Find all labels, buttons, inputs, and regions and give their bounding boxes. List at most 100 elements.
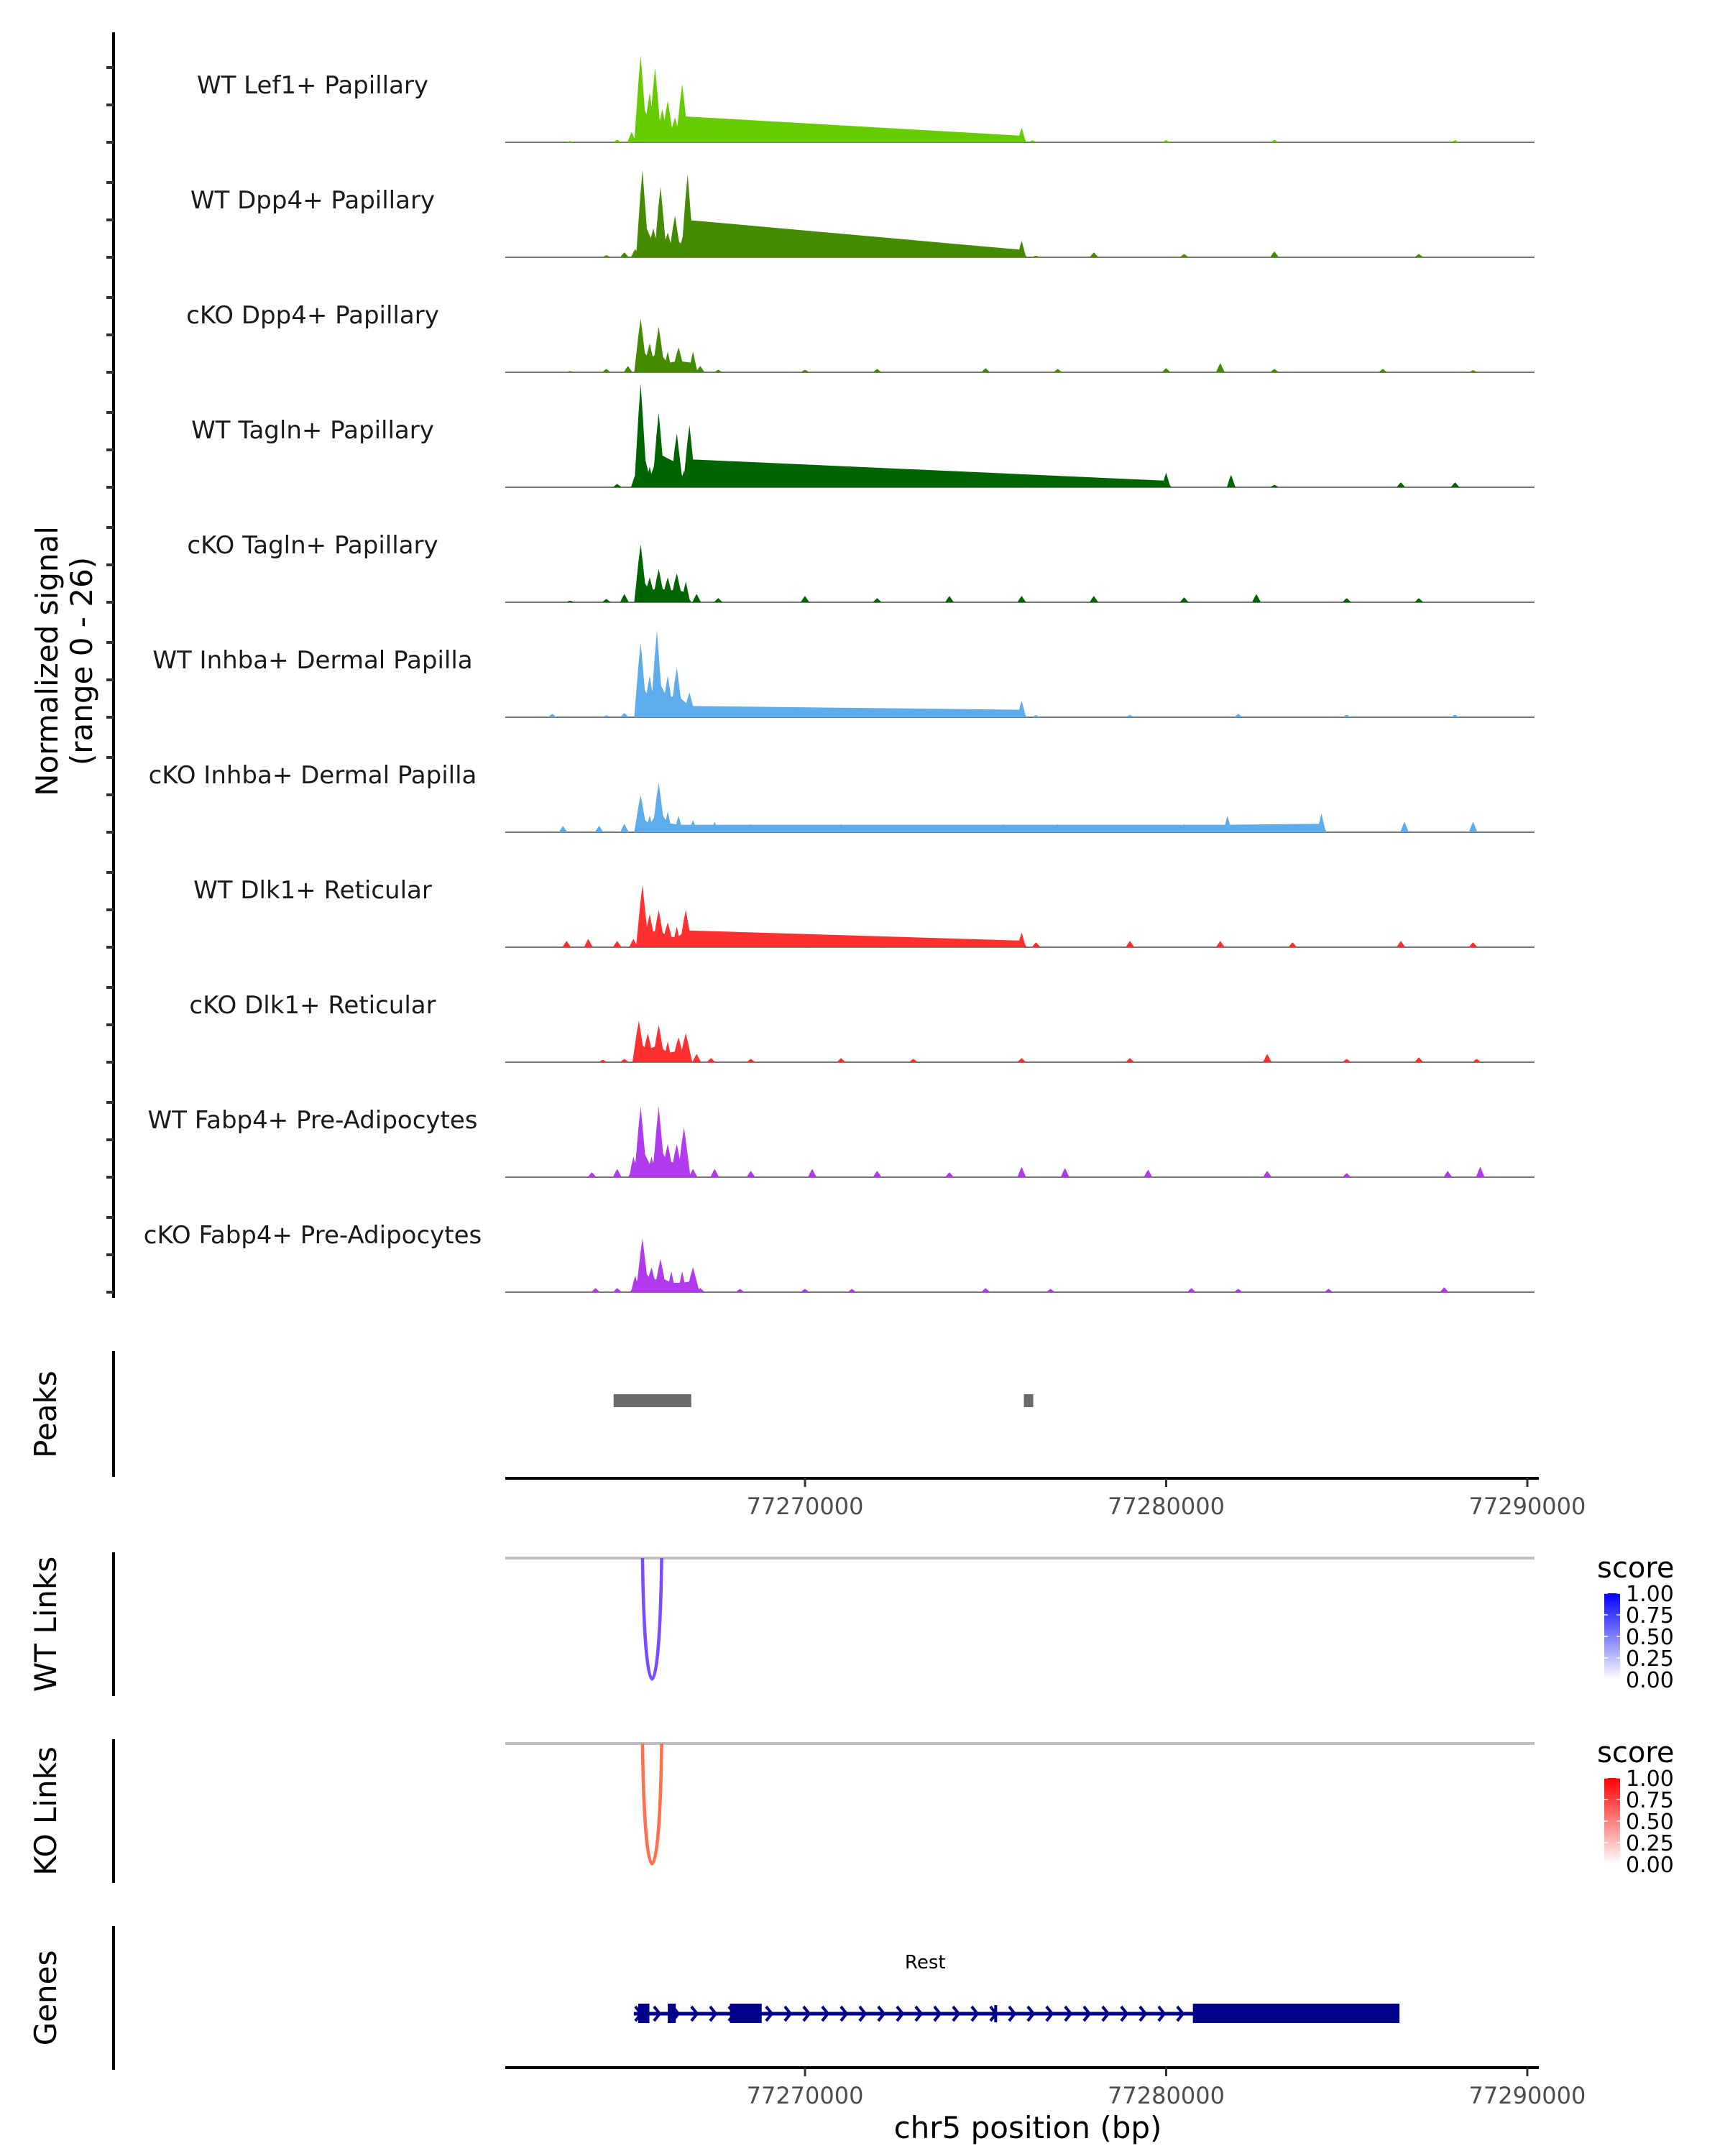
gene-exon <box>638 2004 650 2023</box>
signal-area <box>548 630 1460 717</box>
strand-arrow-icon <box>1064 2005 1073 2022</box>
gene-exon <box>1192 2004 1400 2023</box>
strand-arrow-icon <box>970 2005 980 2022</box>
legend-tick-label: 1.00 <box>1626 1766 1674 1792</box>
strand-arrow-icon <box>1082 2005 1092 2022</box>
legend-colorbar <box>1604 1593 1620 1680</box>
legend-tick-label: 0.25 <box>1626 1646 1674 1672</box>
gene-name-label: Rest <box>905 1952 946 1973</box>
x-tick-label: 77270000 <box>747 2082 864 2109</box>
strand-arrow-icon <box>709 2005 718 2022</box>
signal-area <box>566 318 1478 372</box>
coverage-track: WT Dpp4+ Papillary <box>106 170 1535 259</box>
coverage-track: WT Fabp4+ Pre-Adipocytes <box>106 1101 1535 1179</box>
track-label: cKO Fabp4+ Pre-Adipocytes <box>144 1221 482 1250</box>
strand-arrow-icon <box>821 2005 830 2022</box>
signal-area-core <box>635 103 1027 142</box>
strand-arrow-icon <box>1120 2005 1129 2022</box>
strand-arrow-icon <box>1157 2005 1167 2022</box>
coverage-track: WT Inhba+ Dermal Papilla <box>106 630 1535 719</box>
peak-region <box>613 1394 691 1407</box>
peak-region <box>1024 1394 1034 1407</box>
track-label: WT Dpp4+ Papillary <box>190 186 435 215</box>
coverage-track: WT Lef1+ Papillary <box>106 55 1535 144</box>
x-axis-title: chr5 position (bp) <box>894 2110 1162 2145</box>
coverage-panel: WT Lef1+ Papillary WT Dpp4+ Papillary cKO … <box>106 32 1535 1298</box>
x-tick-label: 77270000 <box>747 1493 864 1520</box>
gene-model: Rest <box>633 1952 1400 2023</box>
x-tick-label: 77280000 <box>1108 1493 1225 1520</box>
strand-arrow-icon <box>653 2005 662 2022</box>
legend-tick-label: 1.00 <box>1626 1582 1674 1607</box>
track-label: cKO Inhba+ Dermal Papilla <box>149 761 477 790</box>
coverage-track: WT Tagln+ Papillary <box>106 383 1535 489</box>
track-label: cKO Dlk1+ Reticular <box>189 991 436 1020</box>
signal-area-core <box>635 809 1328 832</box>
legend-tick-label: 0.75 <box>1626 1788 1674 1813</box>
signal-area <box>566 55 1460 142</box>
track-label: cKO Tagln+ Papillary <box>187 531 438 560</box>
link-arc <box>640 1743 663 1866</box>
coverage-ylabel: Normalized signal (range 0 - 26) <box>29 526 99 796</box>
strand-arrow-icon <box>1176 2005 1185 2022</box>
peaks-x-axis: 77270000 77280000 77290000 <box>505 1477 1586 1520</box>
strand-arrow-icon <box>1026 2005 1036 2022</box>
strand-arrow-icon <box>765 2005 774 2022</box>
strand-arrow-icon <box>690 2005 699 2022</box>
track-label: WT Dlk1+ Reticular <box>193 876 432 905</box>
legend-colorbar <box>1604 1778 1620 1864</box>
coverage-track: cKO Tagln+ Papillary <box>106 526 1535 604</box>
signal-area <box>562 885 1478 947</box>
genes-panel-label: Genes <box>28 1950 63 2046</box>
legend-tick-label: 0.00 <box>1626 1853 1674 1878</box>
track-label: WT Inhba+ Dermal Papilla <box>152 646 472 675</box>
strand-arrow-icon <box>840 2005 849 2022</box>
strand-arrow-icon <box>896 2005 905 2022</box>
signal-area <box>566 544 1424 602</box>
gene-exon <box>994 2005 998 2022</box>
strand-arrow-icon <box>1045 2005 1054 2022</box>
track-label: WT Fabp4+ Pre-Adipocytes <box>148 1106 478 1135</box>
coverage-track: WT Dlk1+ Reticular <box>106 871 1535 949</box>
coverage-track: cKO Fabp4+ Pre-Adipocytes <box>106 1216 1535 1294</box>
strand-arrow-icon <box>802 2005 811 2022</box>
signal-area-core <box>635 441 1172 487</box>
signal-area <box>558 782 1478 832</box>
signal-area-core <box>637 919 1027 947</box>
legend-title: score <box>1597 1736 1674 1769</box>
legend-tick-label: 0.75 <box>1626 1603 1674 1628</box>
track-label: WT Lef1+ Papillary <box>197 71 428 100</box>
legend-tick-label: 0.50 <box>1626 1810 1674 1835</box>
x-tick-label: 77290000 <box>1469 2082 1586 2109</box>
gene-exon <box>668 2004 676 2023</box>
strand-arrow-icon <box>1101 2005 1110 2022</box>
coverage-track: cKO Dlk1+ Reticular <box>106 986 1535 1064</box>
legend-tick-label: 0.25 <box>1626 1831 1674 1856</box>
ylabel-line-2: (range 0 - 26) <box>64 557 99 765</box>
legend-title: score <box>1597 1552 1674 1585</box>
signal-area <box>591 1238 1449 1292</box>
track-label: cKO Dpp4+ Papillary <box>186 301 439 330</box>
signal-area <box>598 1021 1481 1062</box>
strand-arrow-icon <box>858 2005 868 2022</box>
signal-area <box>587 1106 1485 1177</box>
links-panel-label: KO Links <box>28 1746 63 1876</box>
strand-arrow-icon <box>933 2005 942 2022</box>
signal-area-core <box>635 678 1027 717</box>
strand-arrow-icon <box>914 2005 924 2022</box>
signal-area <box>602 170 1424 257</box>
track-label: WT Tagln+ Papillary <box>191 416 434 445</box>
links-panel-label: WT Links <box>28 1557 63 1692</box>
ylabel-line-1: Normalized signal <box>29 526 65 796</box>
bottom-x-axis: 77270000 77280000 77290000 <box>505 2066 1586 2109</box>
genes-panel: Genes Rest <box>28 1926 1400 2070</box>
strand-arrow-icon <box>1138 2005 1148 2022</box>
coverage-track: cKO Inhba+ Dermal Papilla <box>106 756 1535 834</box>
gene-exon <box>730 2004 762 2023</box>
